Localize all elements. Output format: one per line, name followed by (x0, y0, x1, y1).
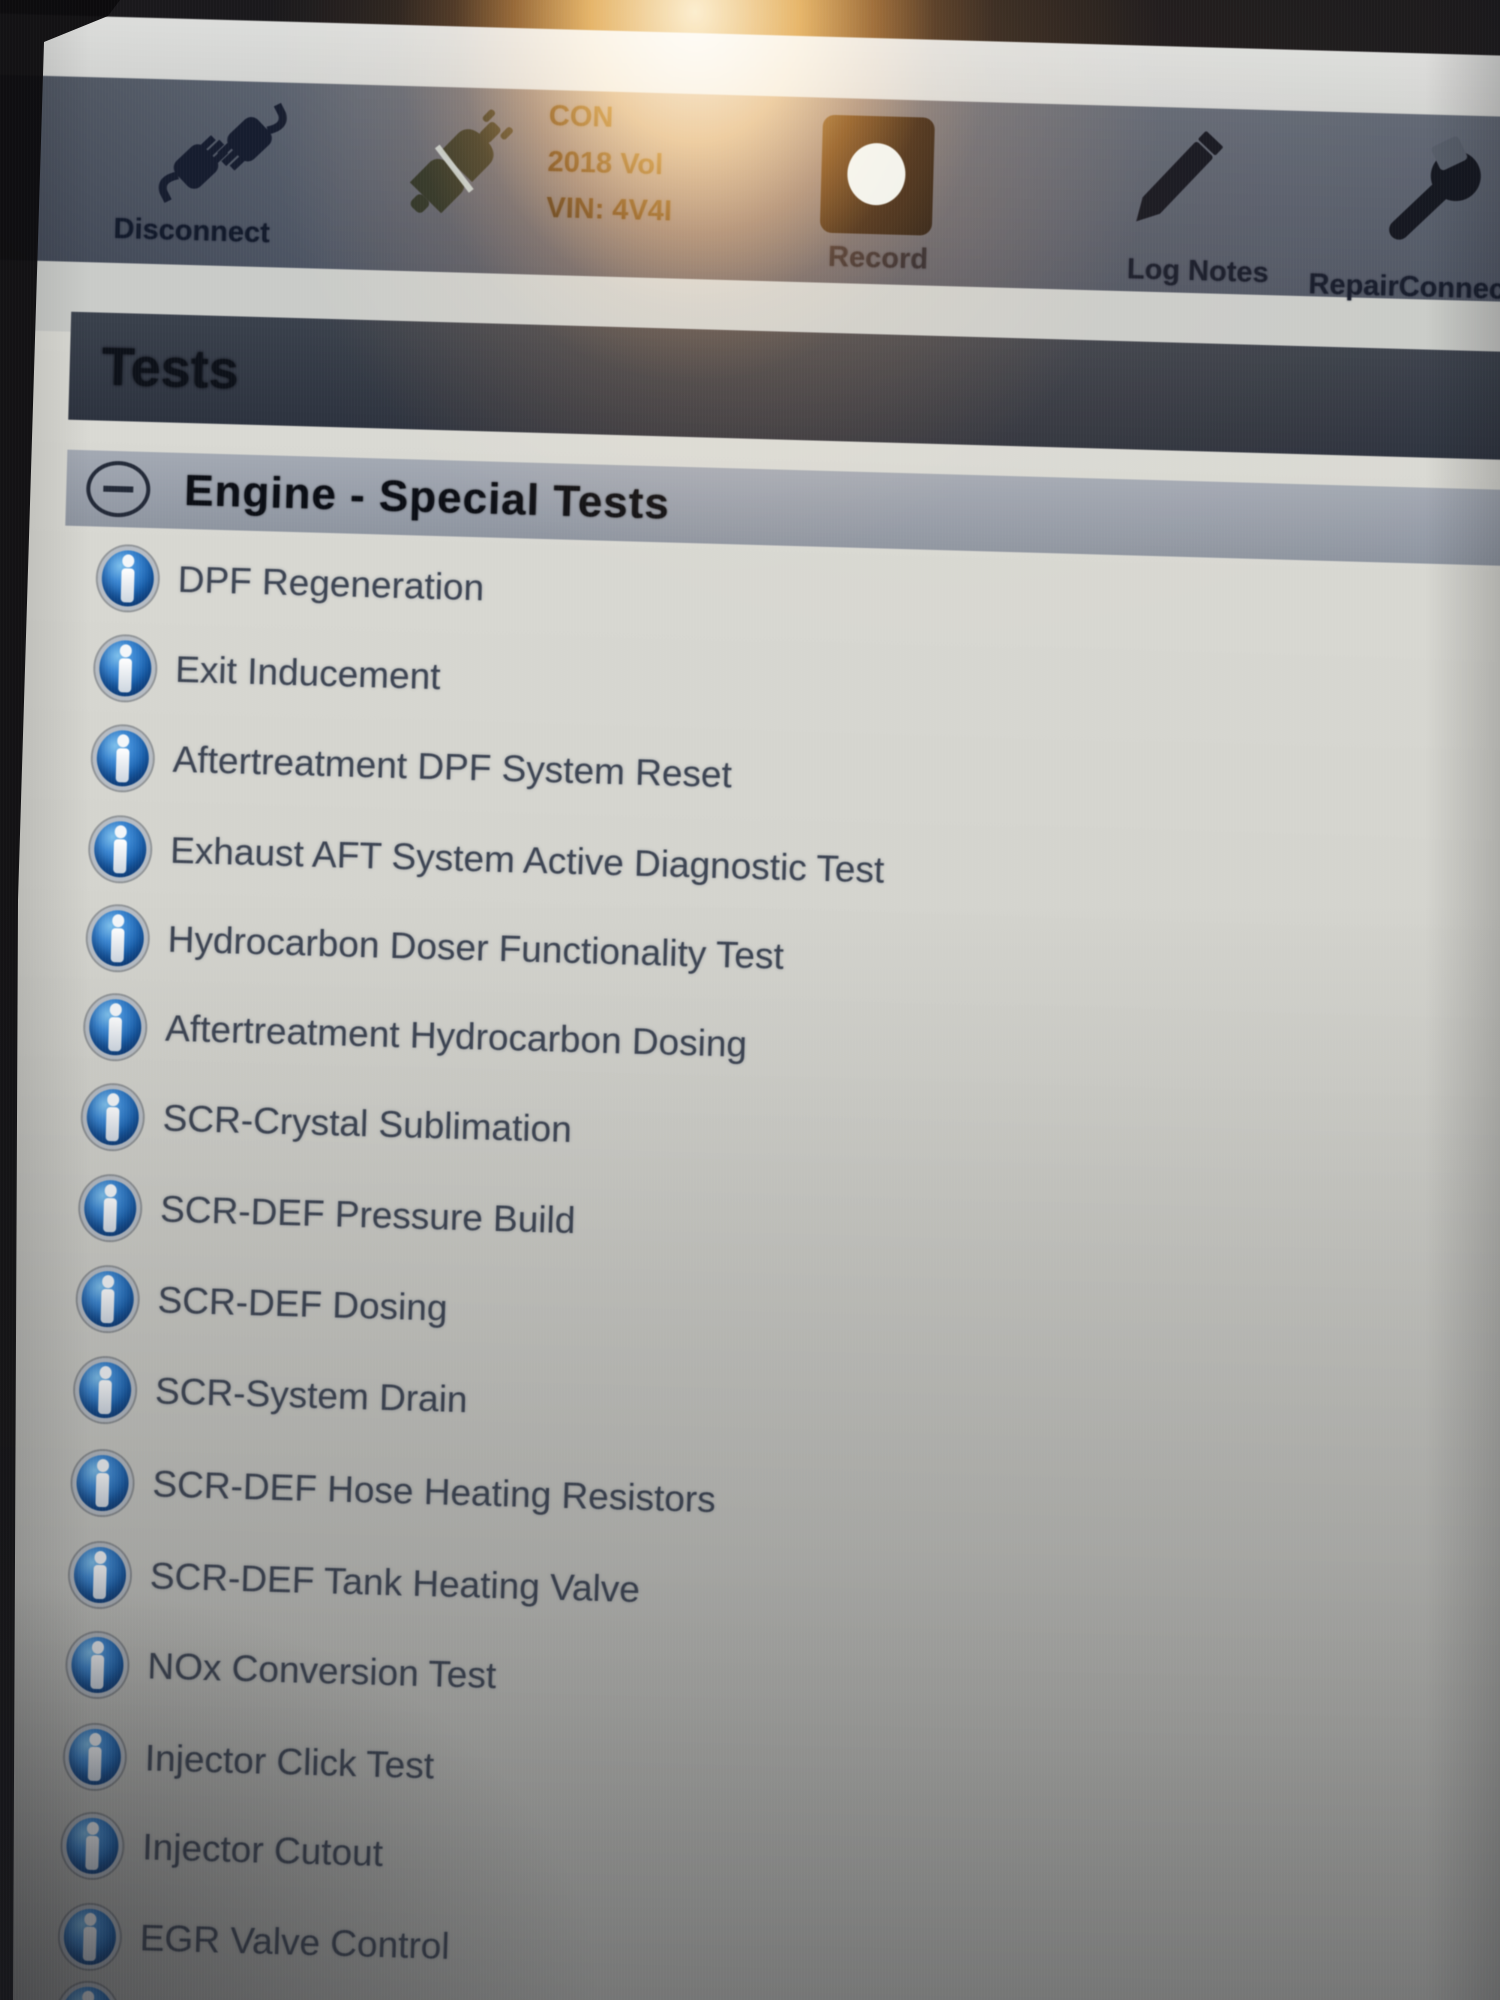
test-label: Injector Click Test (144, 1737, 435, 1787)
repair-connect-button[interactable]: RepairConnect (1308, 268, 1500, 307)
test-label: Hydrocarbon Doser Functionality Test (167, 918, 785, 977)
test-label: SCR-System Drain (154, 1370, 469, 1421)
disconnect-plugs-icon[interactable] (140, 90, 303, 212)
info-icon[interactable] (66, 1632, 129, 1698)
tests-panel-header: Tests (68, 311, 1500, 463)
collapse-minus-icon[interactable] (85, 460, 152, 518)
test-label: SCR-Crystal Sublimation (162, 1097, 573, 1151)
test-row[interactable]: SCR-DEF Pressure Build (79, 1167, 576, 1261)
connection-status-line: CON (548, 99, 614, 134)
info-icon[interactable] (91, 725, 154, 792)
test-label: Exhaust AFT System Active Diagnostic Tes… (169, 829, 885, 891)
test-row[interactable]: NOx Conversion Test (66, 1624, 497, 1716)
connected-plug-icon (400, 97, 536, 231)
test-label: Aftertreatment Hydrocarbon Dosing (164, 1007, 748, 1065)
vehicle-connection-info: CON 2018 Vol VIN: 4V4I (546, 93, 676, 234)
test-row[interactable]: EGR Valve Control (58, 1896, 451, 1987)
test-row-partial[interactable] (56, 1974, 119, 2000)
record-dot (846, 142, 907, 206)
test-row[interactable]: Injector Cutout (61, 1805, 384, 1894)
info-icon[interactable] (64, 1724, 126, 1790)
info-icon[interactable] (89, 816, 152, 883)
test-row[interactable]: SCR-DEF Tank Heating Valve (69, 1534, 641, 1630)
test-label: Injector Cutout (141, 1826, 384, 1875)
group-header-label: Engine - Special Tests (183, 465, 671, 529)
record-button[interactable]: Record (827, 240, 929, 276)
info-icon[interactable] (79, 1175, 142, 1241)
test-row[interactable]: Exit Inducement (94, 628, 441, 718)
info-icon[interactable] (61, 1813, 124, 1879)
test-row[interactable]: Aftertreatment Hydrocarbon Dosing (84, 986, 748, 1084)
test-row[interactable]: DPF Regeneration (96, 538, 486, 629)
test-label: EGR Valve Control (139, 1917, 451, 1967)
wrench-icon[interactable] (1379, 124, 1500, 254)
test-row[interactable]: SCR-System Drain (74, 1349, 469, 1440)
test-label: SCR-DEF Pressure Build (159, 1188, 576, 1242)
test-row[interactable]: SCR-DEF Hose Heating Resistors (71, 1442, 716, 1540)
record-icon[interactable] (819, 114, 935, 236)
info-icon[interactable] (69, 1542, 131, 1608)
info-icon[interactable] (84, 994, 147, 1061)
info-icon[interactable] (94, 635, 157, 702)
test-row[interactable]: SCR-Crystal Sublimation (81, 1076, 573, 1170)
info-icon[interactable] (71, 1450, 134, 1516)
test-label: Aftertreatment DPF System Reset (172, 738, 733, 796)
test-row[interactable]: Hydrocarbon Doser Functionality Test (86, 897, 785, 996)
info-icon[interactable] (86, 905, 149, 972)
tests-panel-title: Tests (100, 336, 240, 401)
test-label: DPF Regeneration (177, 558, 485, 609)
pencil-icon[interactable] (1118, 113, 1251, 243)
test-label: NOx Conversion Test (146, 1645, 497, 1697)
test-label: SCR-DEF Dosing (157, 1279, 449, 1329)
test-row[interactable]: Exhaust AFT System Active Diagnostic Tes… (89, 808, 885, 910)
disconnect-button[interactable]: Disconnect (113, 212, 271, 250)
test-row[interactable]: SCR-DEF Dosing (76, 1258, 449, 1348)
info-icon[interactable] (74, 1357, 137, 1423)
test-label: SCR-DEF Tank Heating Valve (149, 1555, 641, 1611)
info-icon[interactable] (76, 1266, 139, 1332)
info-icon[interactable] (96, 545, 159, 612)
test-row[interactable]: Aftertreatment DPF System Reset (91, 718, 733, 816)
info-icon[interactable] (56, 1982, 119, 2000)
info-icon[interactable] (58, 1904, 121, 1970)
log-notes-button[interactable]: Log Notes (1126, 253, 1270, 290)
test-label: Exit Inducement (174, 648, 442, 698)
test-row[interactable]: Injector Click Test (64, 1716, 435, 1806)
test-label: SCR-DEF Hose Heating Resistors (151, 1463, 717, 1521)
info-icon[interactable] (81, 1084, 144, 1151)
vehicle-model-line: 2018 Vol (547, 145, 664, 182)
vehicle-vin-line: VIN: 4V4I (545, 191, 673, 228)
